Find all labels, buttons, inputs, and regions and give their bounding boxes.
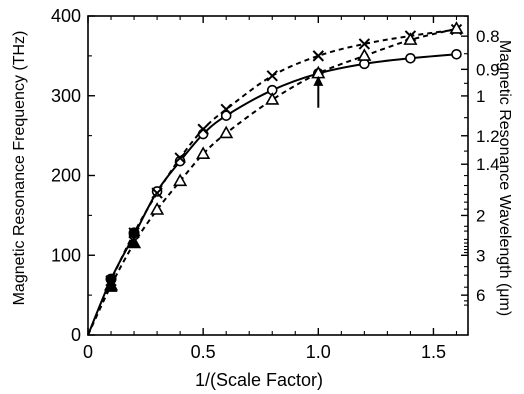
plot-frame	[87, 15, 469, 336]
y2-tick-label: 1	[476, 87, 485, 106]
data-point-circle	[151, 186, 163, 197]
data-point-circle	[220, 110, 232, 121]
data-point-x	[266, 70, 278, 82]
data-point-x	[358, 38, 371, 50]
y2-tick-label: 3	[476, 246, 485, 265]
data-point-x	[197, 123, 209, 135]
data-point-filled-triangle	[104, 280, 118, 292]
y2-tick-label: 0.8	[476, 27, 500, 46]
x-axis-label: 1/(Scale Factor)	[195, 370, 323, 390]
y2-tick-label: 0.9	[476, 60, 500, 79]
y2-tick-label: 1.2	[476, 127, 500, 146]
x-tick-label: 0.5	[191, 342, 216, 362]
y2-tick-label: 1.4	[476, 155, 500, 174]
y-tick-label: 0	[71, 325, 81, 345]
data-point-triangle	[196, 146, 211, 159]
y-tick-label: 300	[51, 86, 81, 106]
y2-tick-label: 2	[476, 206, 485, 225]
data-point-circle	[405, 52, 416, 64]
data-point-filled-triangle	[127, 236, 141, 248]
data-point-triangle	[449, 21, 464, 34]
data-point-circle	[197, 128, 209, 140]
x-tick-label: 1.5	[421, 342, 446, 362]
data-point-x	[312, 50, 325, 62]
x-tick-label: 0	[83, 342, 93, 362]
series-line	[87, 28, 457, 336]
data-point-x	[151, 187, 163, 199]
data-point-triangle	[173, 173, 188, 187]
y-axis-label: Magnetic Resonance Frequency (THz)	[11, 31, 28, 306]
data-point-x	[220, 103, 232, 116]
annotation-arrow-head	[313, 75, 324, 86]
data-point-triangle	[403, 32, 418, 45]
data-point-triangle	[150, 202, 165, 215]
data-point-x	[174, 152, 186, 164]
y2-tick-label: 6	[476, 286, 485, 305]
data-point-triangle	[265, 92, 280, 105]
data-point-triangle	[219, 125, 234, 139]
y-tick-label: 400	[51, 6, 81, 26]
y-tick-label: 100	[51, 245, 81, 265]
y-tick-label: 200	[51, 166, 81, 186]
x-tick-label: 1.0	[306, 342, 331, 362]
series-line	[87, 27, 457, 336]
y2-axis-label: Magnetic Resonance Wavelength (μm)	[496, 40, 513, 316]
data-point-circle	[451, 48, 462, 60]
data-point-triangle	[357, 48, 372, 61]
